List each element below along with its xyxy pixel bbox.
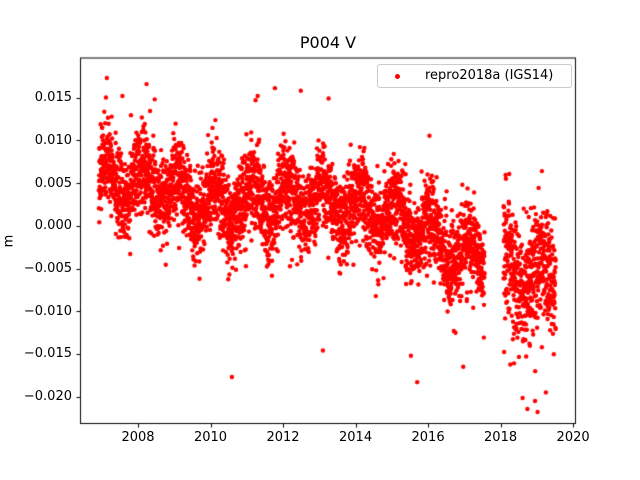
y-tick-label: −0.010 (23, 303, 72, 319)
y-tick-label: 0.010 (34, 132, 72, 148)
y-tick-label: 0.005 (34, 175, 72, 191)
x-tick-label: 2018 (484, 430, 518, 445)
y-tick-label: −0.020 (23, 389, 72, 405)
y-axis-label: m (1, 234, 17, 248)
x-tick-label: 2014 (339, 430, 373, 445)
y-tick-label: −0.005 (23, 261, 72, 276)
legend-marker-icon (395, 74, 400, 79)
y-tick-label: −0.015 (23, 346, 72, 362)
chart-title: P004 V (299, 33, 357, 52)
y-tick-label: 0.000 (34, 218, 72, 234)
x-tick-label: 2016 (411, 430, 445, 445)
x-tick-label: 2020 (556, 430, 590, 445)
legend: repro2018a (IGS14) (377, 64, 572, 88)
x-tick-label: 2010 (193, 430, 228, 445)
x-tick-label: 2012 (266, 430, 300, 445)
y-tick-label: 0.015 (34, 90, 72, 106)
legend-entry-label: repro2018a (IGS14) (425, 68, 554, 83)
x-tick-label: 2008 (121, 430, 155, 445)
